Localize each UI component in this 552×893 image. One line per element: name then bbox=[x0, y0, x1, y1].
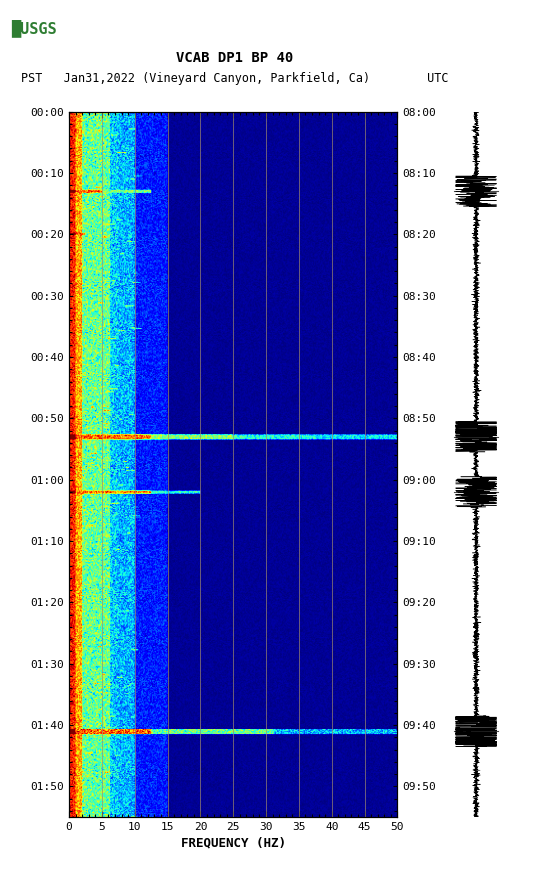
Text: █USGS: █USGS bbox=[11, 20, 57, 38]
Text: PST   Jan31,2022 (Vineyard Canyon, Parkfield, Ca)        UTC: PST Jan31,2022 (Vineyard Canyon, Parkfie… bbox=[21, 72, 448, 85]
Text: VCAB DP1 BP 40: VCAB DP1 BP 40 bbox=[176, 51, 293, 65]
X-axis label: FREQUENCY (HZ): FREQUENCY (HZ) bbox=[181, 836, 286, 849]
